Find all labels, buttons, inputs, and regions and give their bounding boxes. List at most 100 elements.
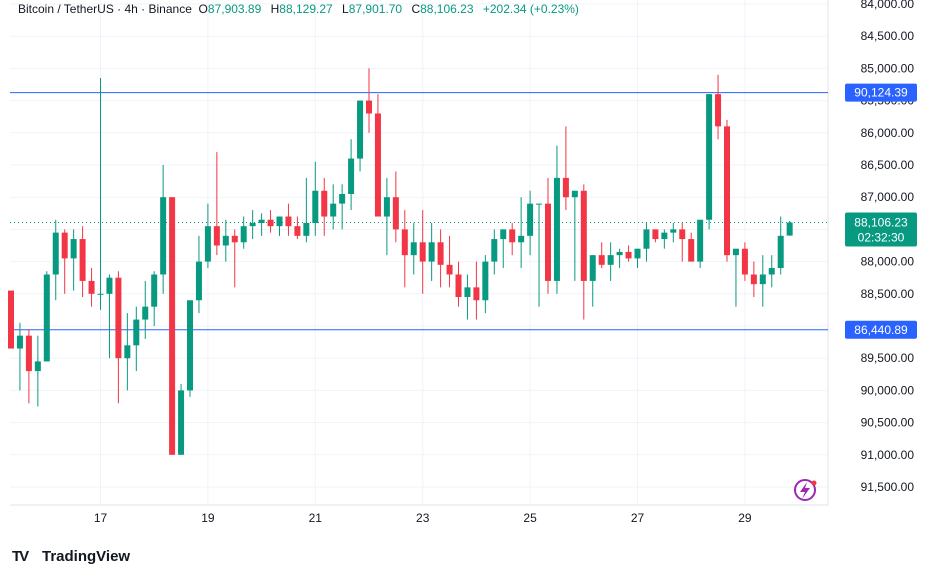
candle [16,322,23,391]
candle-body [61,232,68,259]
candle [500,229,507,269]
candle [589,255,596,307]
y-tick-label: 91,000.00 [861,448,915,462]
candle [374,94,381,217]
candle [545,177,551,294]
candle [464,274,471,320]
candle-body [151,274,158,307]
candle-body [392,197,399,230]
candle [679,222,686,262]
hline-price-tag: 90,124.39 [845,83,917,102]
candle [661,229,668,249]
candle-body [366,100,372,114]
candle [786,221,793,236]
candle-body [294,226,301,236]
candle [195,235,202,314]
candle-body [339,193,346,204]
candle-body [16,335,23,349]
candle [715,74,722,140]
candle [401,210,408,288]
candle-body [410,242,417,256]
candle [616,248,623,269]
y-tick-label: 87,000.00 [861,190,915,204]
candle [392,171,399,243]
bar-countdown: 02:32:30 [858,231,905,245]
candle-body [133,319,140,346]
candle-body [222,235,229,246]
candle [777,216,784,275]
candle [634,248,641,269]
lightning-icon[interactable] [794,479,817,501]
candle [652,229,659,243]
candle [142,280,149,339]
candle-body [536,203,543,205]
candle [204,203,211,269]
tradingview-brand[interactable]: TV TradingView [12,548,130,565]
candle-body [195,261,202,301]
candle-body [34,361,41,372]
grid-lines [10,0,829,506]
lightning-icon-bolt [800,482,810,499]
hline-price-tag-text: 86,440.89 [854,323,908,337]
candle [509,222,516,256]
candle-body [285,216,292,227]
candle [339,184,346,230]
candle [383,177,390,256]
candle [178,383,185,455]
candle-body [643,229,650,249]
candle-body [115,277,122,359]
candle [482,255,489,314]
candle-body [473,287,480,301]
candle-body [213,226,220,246]
open-label: O [198,2,208,16]
y-tick-label: 84,000.00 [861,0,915,11]
candle-body [374,113,381,217]
change-value: +202.34 (+0.23%) [482,2,579,16]
candle [25,329,32,404]
candle-body [741,248,748,275]
candle [88,268,95,307]
close-value: 88,106.23 [420,2,474,16]
candle-body [562,177,569,198]
candle-body [634,248,641,259]
candle-body [267,219,274,227]
candle-body [616,251,623,256]
candle-body [553,177,560,281]
price-axis[interactable]: 84,000.0084,500.0085,000.0085,500.0086,0… [861,0,915,494]
candle [446,235,453,288]
candle [321,177,328,236]
horizontal-price-lines[interactable] [10,92,828,331]
candle-body [330,203,337,217]
candle [222,219,229,262]
candle [473,261,480,320]
candle-body [482,261,489,301]
high-label: H [270,2,280,16]
candle-body [357,100,364,159]
x-tick-label: 25 [523,511,537,525]
candle-body [759,274,766,285]
candle-body [70,239,77,259]
candle-body [43,274,50,362]
candle [732,248,739,307]
candle [580,184,587,320]
candle [285,203,292,236]
candle-body [724,126,730,256]
candle-body [401,229,408,256]
candle-body [25,335,32,372]
candle [697,219,704,269]
candle-body [786,222,793,236]
candle-body [437,242,444,265]
candle [160,165,167,294]
candle [97,78,104,310]
hline-price-tag: 86,440.89 [845,320,917,339]
last-price-value: 88,106.23 [854,216,908,230]
candle [724,119,730,262]
candle-body [419,242,426,262]
candle-body [598,255,605,265]
candle [124,313,131,391]
time-axis[interactable]: 17 19 21 23 25 27 29 [94,511,752,525]
last-price-tag-bg [845,212,917,247]
lightning-icon-ring [794,479,816,501]
candle-body [321,190,328,217]
